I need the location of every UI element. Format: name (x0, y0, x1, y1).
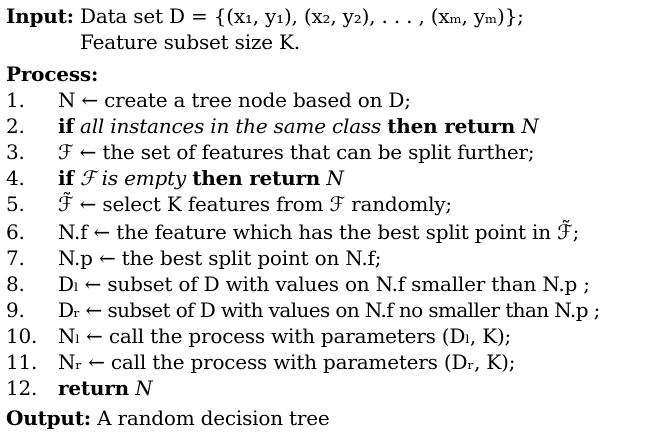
step-tail: N (135, 376, 153, 400)
step-text: ℱ ← the set of features that can be spli… (58, 140, 535, 164)
step-text: Dᵣ ← subset of D with values on N.f no s… (58, 298, 600, 322)
process-label: Process: (6, 62, 99, 86)
step-condition: all instances in the same class (79, 114, 382, 138)
step-text: N.p ← the best split point on N.f; (58, 246, 382, 270)
step-5: 5. ℱ̃ ← select K features from ℱ randomly… (6, 191, 452, 217)
step-number: 5. (6, 192, 25, 216)
step-number: 1. (6, 88, 25, 112)
step-4: 4. if ℱ is empty then return N (6, 165, 344, 191)
step-11: 11. Nᵣ ← call the process with parameters… (6, 349, 515, 375)
step-2: 2. if all instances in the same class the… (6, 113, 539, 139)
step-condition: ℱ is empty (79, 166, 187, 190)
step-text: Dₗ ← subset of D with values on N.f smal… (58, 272, 590, 296)
step-keyword-if: if (58, 114, 74, 138)
step-text: N.f ← the feature which has the best spl… (58, 220, 580, 244)
step-keyword-then-return: then return (387, 114, 516, 138)
step-keyword-if: if (58, 166, 74, 190)
step-text: ℱ̃ ← select K features from ℱ randomly; (58, 192, 452, 216)
step-number: 10. (6, 324, 38, 348)
step-number: 6. (6, 220, 25, 244)
output-text: A random decision tree (97, 406, 330, 430)
step-number: 9. (6, 298, 25, 322)
step-keyword-then-return: then return (192, 166, 321, 190)
step-6: 6. N.f ← the feature which has the best s… (6, 219, 579, 245)
output-line: Output: A random decision tree (6, 405, 330, 431)
step-number: 11. (6, 350, 38, 374)
step-number: 12. (6, 376, 38, 400)
step-keyword-return: return (58, 376, 129, 400)
input-text-2: Feature subset size K. (80, 30, 300, 54)
step-number: 8. (6, 272, 25, 296)
step-10: 10. Nₗ ← call the process with parameters… (6, 323, 511, 349)
step-7: 7. N.p ← the best split point on N.f; (6, 245, 381, 271)
step-9: 9. Dᵣ ← subset of D with values on N.f no… (6, 297, 600, 323)
input-line-2: Feature subset size K. (80, 29, 300, 55)
step-3: 3. ℱ ← the set of features that can be sp… (6, 139, 535, 165)
step-12: 12. return N (6, 375, 153, 401)
step-number: 7. (6, 246, 25, 270)
input-line: Input: Data set D = {(x₁, y₁), (x₂, y₂),… (6, 3, 524, 29)
step-8: 8. Dₗ ← subset of D with values on N.f sm… (6, 271, 590, 297)
input-label: Input: (6, 4, 74, 28)
step-number: 2. (6, 114, 25, 138)
input-text: Data set D = {(x₁, y₁), (x₂, y₂), . . . … (80, 4, 524, 28)
process-line: Process: (6, 61, 98, 87)
step-text: N ← create a tree node based on D; (58, 88, 411, 112)
step-text: Nᵣ ← call the process with parameters (D… (58, 350, 516, 374)
output-label: Output: (6, 406, 91, 430)
step-number: 4. (6, 166, 25, 190)
step-tail: N (521, 114, 539, 138)
step-tail: N (326, 166, 344, 190)
step-number: 3. (6, 140, 25, 164)
step-1: 1. N ← create a tree node based on D; (6, 87, 411, 113)
step-text: Nₗ ← call the process with parameters (D… (58, 324, 512, 348)
